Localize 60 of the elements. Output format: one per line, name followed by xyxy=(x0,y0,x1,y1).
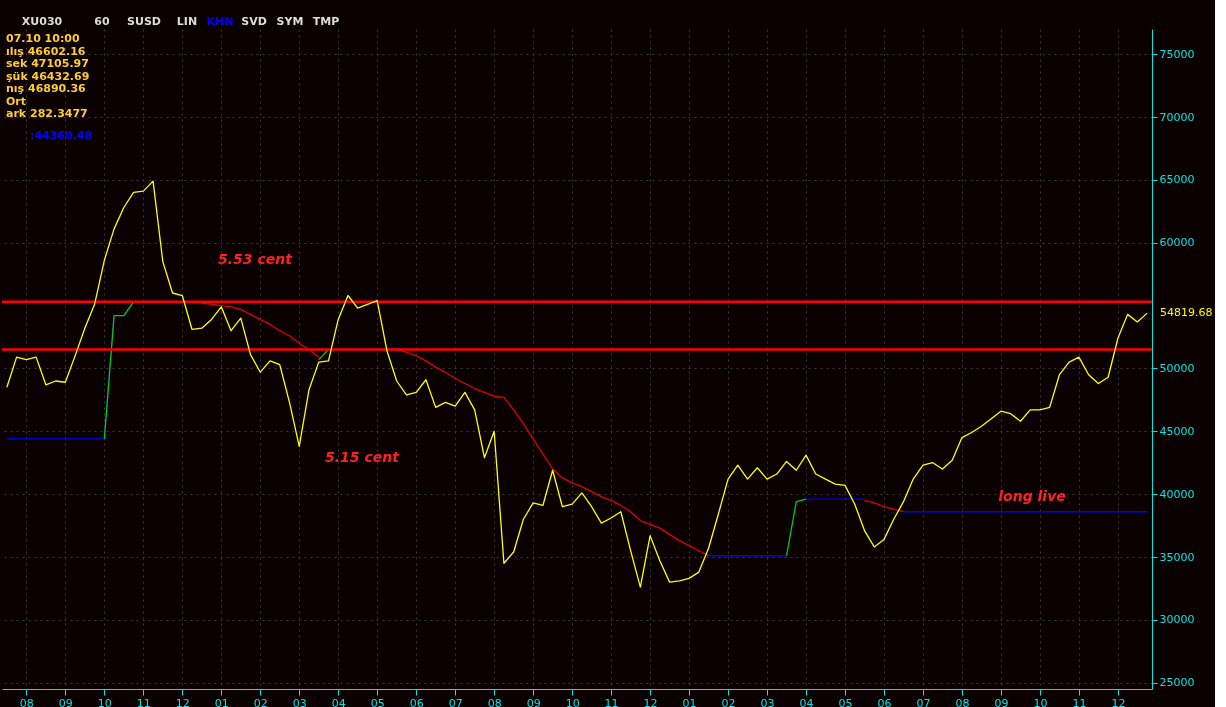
text: LIN xyxy=(176,15,198,28)
line-series xyxy=(6,180,1148,588)
x-tick-label: 05 xyxy=(838,696,853,707)
y-tick-label: 25000 xyxy=(1159,676,1195,690)
x-tick-label: 06 xyxy=(877,696,892,707)
y-tick-label: 50000 xyxy=(1159,361,1195,375)
annotation: sek 47105.97 xyxy=(6,57,89,70)
x-tick-label: 07 xyxy=(916,696,931,707)
annotation: ark 282.3477 xyxy=(6,107,88,120)
annotation: 5.15 cent xyxy=(325,449,401,465)
y-tick-label: 30000 xyxy=(1159,613,1195,627)
x-tick-label: 06 xyxy=(409,696,424,707)
y-tick-label: 60000 xyxy=(1159,236,1195,250)
annotation: 5.53 cent xyxy=(218,251,294,267)
text: 60 xyxy=(94,15,110,28)
annotation: long live xyxy=(998,488,1066,504)
x-tick-label: 08 xyxy=(487,696,502,707)
x-tick-label: 11 xyxy=(136,696,151,707)
x-tick-label: 05 xyxy=(370,696,385,707)
annotation: nış 46890.36 xyxy=(6,82,87,95)
x-tick-label: 04 xyxy=(331,696,346,707)
x-tick-label: 09 xyxy=(994,696,1009,707)
annotation: :44360.48 xyxy=(30,129,93,142)
annotation: ılış 46602.16 xyxy=(6,44,86,58)
y-tick-label: 75000 xyxy=(1159,47,1195,61)
x-tick-label: 01 xyxy=(682,696,697,707)
text: SVD xyxy=(241,15,267,28)
x-tick-label: 12 xyxy=(643,696,658,707)
x-tick-label: 10 xyxy=(97,696,112,707)
x-tick-label: 09 xyxy=(58,696,73,707)
y-tick-label: 70000 xyxy=(1159,110,1195,124)
x-tick-label: 03 xyxy=(760,696,775,707)
x-tick-label: 02 xyxy=(253,696,268,707)
x-tick-label: 08 xyxy=(955,696,970,707)
x-tick-label: 08 xyxy=(19,696,34,707)
x-tick-label: 10 xyxy=(1033,696,1048,707)
x-tick-label: 12 xyxy=(1111,696,1126,707)
y-tick-label: 45000 xyxy=(1159,424,1195,438)
text: SUSD xyxy=(127,15,161,28)
x-tick-label: 12 xyxy=(175,696,190,707)
text: SYM xyxy=(276,15,304,28)
x-tick-label: 10 xyxy=(565,696,580,707)
y-tick-label: 35000 xyxy=(1159,550,1195,564)
x-tick-label: 04 xyxy=(799,696,814,707)
y-tick-label: 40000 xyxy=(1159,487,1195,501)
text: TMP xyxy=(312,15,340,28)
x-tick-label: 11 xyxy=(1072,696,1087,707)
annotation: 07.10 10:00 xyxy=(6,32,80,45)
x-tick-label: 07 xyxy=(448,696,463,707)
x-tick-label: 01 xyxy=(214,696,229,707)
annotation: Ort xyxy=(6,94,27,108)
text: 54819.68 xyxy=(1160,306,1213,320)
x-tick-label: 11 xyxy=(604,696,619,707)
x-tick-label: 03 xyxy=(292,696,307,707)
x-tick-label: 02 xyxy=(721,696,736,707)
x-tick-label: 09 xyxy=(526,696,541,707)
text: KHN xyxy=(206,15,234,28)
y-tick-label: 65000 xyxy=(1159,173,1195,187)
text: XU030 xyxy=(21,15,63,28)
annotation: şük 46432.69 xyxy=(6,69,90,83)
